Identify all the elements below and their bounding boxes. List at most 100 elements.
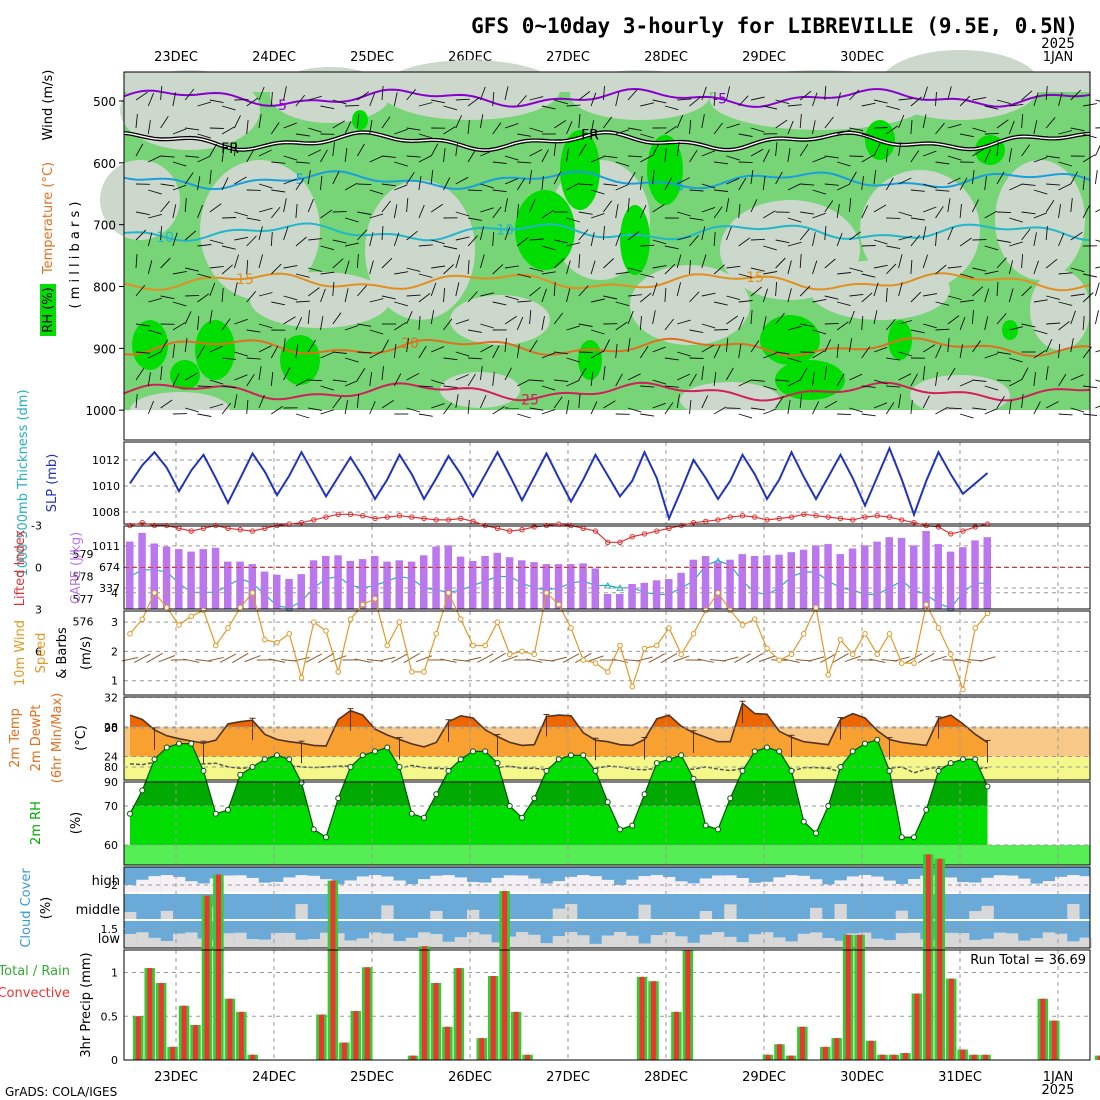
wind-barb — [763, 245, 777, 251]
wind-axis-label: Wind (m/s) — [41, 70, 56, 141]
wind-barb — [984, 132, 999, 135]
wind-speed-marker — [825, 672, 832, 678]
wind-barb — [885, 287, 888, 303]
wind-speed-marker — [225, 625, 231, 631]
surface-wind-barb — [244, 655, 261, 663]
wind-barb — [221, 264, 233, 275]
rh-moist-region — [352, 110, 368, 130]
lifted-index-marker — [298, 520, 305, 526]
high-cloud-bar — [197, 883, 210, 893]
wind-barb — [467, 149, 476, 163]
wind-barb — [369, 92, 376, 107]
wind-speed-marker — [739, 622, 746, 628]
rh-marker — [813, 830, 819, 837]
wind-barb — [172, 270, 187, 275]
wind-barb — [775, 257, 786, 269]
cape-axis-label: CAPE (J/kg) — [69, 532, 84, 604]
surface-wind-barb — [832, 652, 849, 664]
wind-speed-marker — [751, 616, 758, 622]
wind-barb — [763, 210, 776, 219]
high-cloud-bar — [1018, 878, 1031, 893]
convective-bar — [444, 1026, 450, 1060]
lifted-index-marker — [531, 524, 537, 530]
wind-barb — [553, 312, 564, 325]
wind-barb — [578, 351, 593, 354]
wind-barb — [1033, 189, 1048, 195]
wind-barb — [418, 155, 432, 163]
wind-barb — [971, 199, 980, 213]
wind-barb — [332, 312, 342, 325]
wind-barb — [233, 142, 237, 157]
wind-speed-marker — [580, 657, 587, 663]
wind-barb — [1009, 379, 1022, 387]
wind-barb — [393, 204, 398, 219]
wind-barb — [246, 235, 257, 247]
wind-barb — [775, 239, 790, 244]
wind-barb — [541, 105, 556, 110]
wind-barb — [381, 183, 396, 187]
low-cloud-bar — [908, 932, 921, 948]
high-cloud-bar — [148, 876, 161, 893]
wind-barb — [332, 258, 344, 269]
rh-marker — [151, 756, 158, 763]
wind-barb — [455, 394, 459, 409]
wind-barb — [381, 339, 389, 353]
lifted-index-marker — [703, 518, 709, 524]
wind-barb — [775, 171, 783, 185]
isotherm-label: 5 — [296, 172, 305, 188]
footer-credit: GrADS: COLA/IGES — [5, 1085, 117, 1099]
wind-barb — [701, 206, 716, 213]
convective-bar — [868, 1040, 874, 1060]
wind-barb — [1008, 148, 1013, 163]
wind-barb — [295, 236, 307, 247]
wind-barb — [676, 394, 680, 409]
wind-speed-marker — [947, 651, 954, 658]
wind-barb — [947, 123, 962, 129]
wind-barb — [135, 91, 148, 101]
wind-barb — [590, 260, 596, 275]
wind-barb — [578, 229, 589, 241]
wind-barb — [701, 226, 706, 241]
wind-barb — [959, 273, 974, 279]
wind-barb — [479, 366, 483, 381]
wind-barb — [504, 315, 517, 325]
wind-barb — [221, 402, 232, 415]
wind-barb — [185, 407, 199, 413]
rh-marker — [457, 756, 464, 763]
wind-barb — [922, 366, 926, 381]
wind-barb — [836, 161, 851, 167]
wind-barb — [467, 259, 470, 275]
surface-wind-barb — [464, 656, 482, 662]
wind-barb — [922, 114, 927, 129]
wind-barb — [1082, 154, 1096, 163]
wind-barb — [406, 172, 415, 185]
cape-bar — [922, 531, 930, 609]
wind-barb — [1033, 260, 1039, 275]
wind-barb — [652, 310, 656, 325]
wind-barb — [1033, 92, 1039, 107]
wind-barb — [516, 177, 526, 191]
wind-barb — [726, 315, 739, 325]
low-cloud-bar — [124, 933, 137, 948]
wind-barb — [209, 403, 224, 409]
wind-barb — [676, 177, 690, 185]
wind-barb — [725, 338, 729, 353]
lifted-index-marker — [421, 515, 427, 522]
date-label-bottom: 23DEC — [154, 1070, 198, 1085]
wind-speed-marker — [849, 651, 856, 658]
cape-bar — [248, 564, 256, 609]
wind-barb — [381, 85, 384, 101]
wind-barb — [147, 232, 153, 247]
wind-barb — [345, 104, 360, 107]
wind-barb — [369, 120, 373, 135]
rh-marker — [580, 752, 587, 759]
wind-barb — [443, 245, 458, 250]
slp-axis-label: SLP (mb) — [45, 454, 60, 513]
wind-barb — [652, 143, 660, 157]
wind-barb — [959, 344, 963, 359]
rh-marker — [972, 756, 979, 763]
low-cloud-bar — [442, 941, 455, 948]
wind-tick-label: 1 — [111, 675, 118, 688]
wind-barb — [849, 293, 864, 297]
wind-barb — [270, 263, 282, 275]
